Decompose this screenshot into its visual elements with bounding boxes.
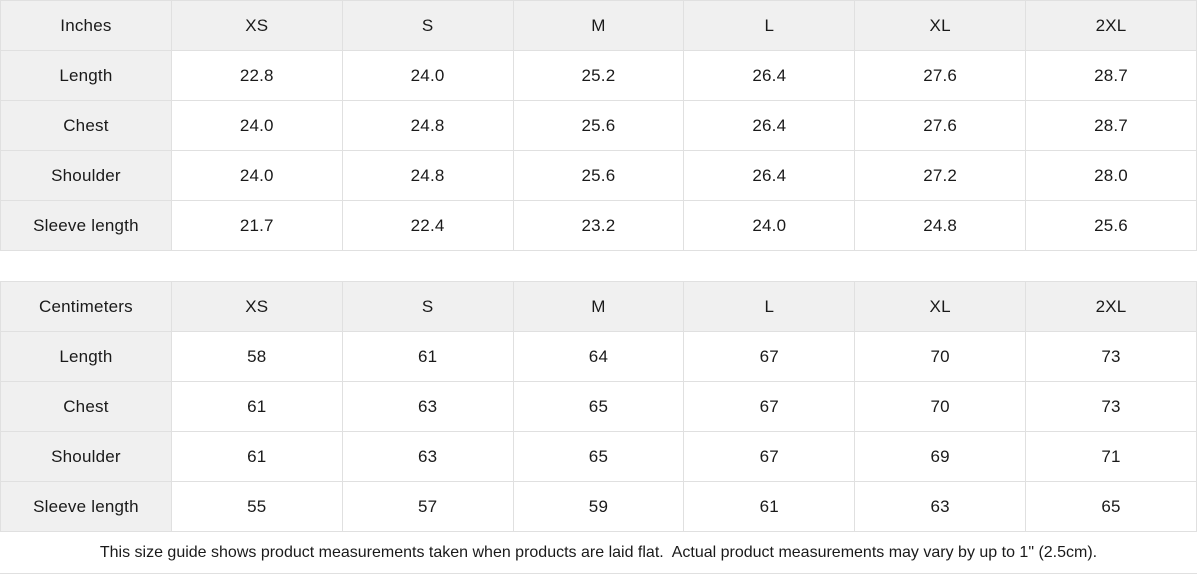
table-row: Sleeve length 21.7 22.4 23.2 24.0 24.8 2… (0, 200, 1197, 251)
centimeters-header-row: Centimeters XS S M L XL 2XL (0, 281, 1197, 332)
measurement-cell: 24.8 (854, 200, 1027, 251)
table-row: Shoulder 61 63 65 67 69 71 (0, 431, 1197, 482)
measurement-cell: 24.0 (170, 100, 343, 151)
measurement-cell: 65 (512, 431, 685, 482)
size-header-cell-xs: XS (170, 0, 343, 51)
size-header-cell-m: M (512, 281, 685, 332)
size-header-cell-2xl: 2XL (1025, 0, 1197, 51)
measurement-cell: 21.7 (170, 200, 343, 251)
measurement-cell: 70 (854, 381, 1027, 432)
measurement-cell: 28.0 (1025, 150, 1197, 201)
size-guide-note: This size guide shows product measuremen… (0, 532, 1197, 574)
measurement-cell: 69 (854, 431, 1027, 482)
size-header-cell-xl: XL (854, 281, 1027, 332)
size-header-cell-s: S (341, 0, 514, 51)
measurement-cell: 58 (170, 331, 343, 382)
table-row: Chest 24.0 24.8 25.6 26.4 27.6 28.7 (0, 100, 1197, 151)
measurement-cell: 24.0 (683, 200, 856, 251)
measurement-cell: 65 (512, 381, 685, 432)
size-header-cell-l: L (683, 0, 856, 51)
measurement-cell: 27.2 (854, 150, 1027, 201)
measurement-cell: 26.4 (683, 100, 856, 151)
size-header-cell-l: L (683, 281, 856, 332)
measurement-cell: 24.8 (341, 100, 514, 151)
measurement-cell: 63 (341, 381, 514, 432)
table-row: Sleeve length 55 57 59 61 63 65 (0, 481, 1197, 532)
row-label-cell: Shoulder (0, 150, 172, 201)
measurement-cell: 28.7 (1025, 50, 1197, 101)
measurement-cell: 67 (683, 381, 856, 432)
measurement-cell: 28.7 (1025, 100, 1197, 151)
size-header-cell-xl: XL (854, 0, 1027, 51)
measurement-cell: 25.6 (512, 100, 685, 151)
measurement-cell: 70 (854, 331, 1027, 382)
measurement-cell: 27.6 (854, 50, 1027, 101)
size-header-cell-m: M (512, 0, 685, 51)
row-label-cell: Chest (0, 100, 172, 151)
measurement-cell: 59 (512, 481, 685, 532)
measurement-cell: 73 (1025, 381, 1197, 432)
measurement-cell: 24.0 (341, 50, 514, 101)
measurement-cell: 65 (1025, 481, 1197, 532)
measurement-cell: 27.6 (854, 100, 1027, 151)
inches-header-row: Inches XS S M L XL 2XL (0, 0, 1197, 51)
measurement-cell: 23.2 (512, 200, 685, 251)
row-label-cell: Sleeve length (0, 481, 172, 532)
measurement-cell: 61 (170, 431, 343, 482)
table-row: Chest 61 63 65 67 70 73 (0, 381, 1197, 432)
row-label-cell: Length (0, 50, 172, 101)
inches-table: Inches XS S M L XL 2XL Length 22.8 24.0 … (0, 0, 1197, 251)
measurement-cell: 73 (1025, 331, 1197, 382)
measurement-cell: 64 (512, 331, 685, 382)
measurement-cell: 24.8 (341, 150, 514, 201)
measurement-cell: 63 (854, 481, 1027, 532)
measurement-cell: 67 (683, 431, 856, 482)
measurement-cell: 61 (170, 381, 343, 432)
measurement-cell: 26.4 (683, 150, 856, 201)
measurement-cell: 61 (341, 331, 514, 382)
measurement-cell: 55 (170, 481, 343, 532)
measurement-cell: 25.2 (512, 50, 685, 101)
row-label-cell: Shoulder (0, 431, 172, 482)
measurement-cell: 71 (1025, 431, 1197, 482)
table-row: Shoulder 24.0 24.8 25.6 26.4 27.2 28.0 (0, 150, 1197, 201)
measurement-cell: 61 (683, 481, 856, 532)
measurement-cell: 63 (341, 431, 514, 482)
row-label-cell: Sleeve length (0, 200, 172, 251)
measurement-cell: 22.8 (170, 50, 343, 101)
size-header-cell-2xl: 2XL (1025, 281, 1197, 332)
unit-header-cell: Inches (0, 0, 172, 51)
measurement-cell: 26.4 (683, 50, 856, 101)
unit-header-cell: Centimeters (0, 281, 172, 332)
row-label-cell: Length (0, 331, 172, 382)
measurement-cell: 67 (683, 331, 856, 382)
measurement-cell: 22.4 (341, 200, 514, 251)
size-header-cell-s: S (341, 281, 514, 332)
measurement-cell: 25.6 (1025, 200, 1197, 251)
table-spacer (0, 251, 1197, 281)
size-header-cell-xs: XS (170, 281, 343, 332)
table-row: Length 58 61 64 67 70 73 (0, 331, 1197, 382)
centimeters-table: Centimeters XS S M L XL 2XL Length 58 61… (0, 281, 1197, 532)
table-row: Length 22.8 24.0 25.2 26.4 27.6 28.7 (0, 50, 1197, 101)
measurement-cell: 57 (341, 481, 514, 532)
measurement-cell: 25.6 (512, 150, 685, 201)
measurement-cell: 24.0 (170, 150, 343, 201)
row-label-cell: Chest (0, 381, 172, 432)
